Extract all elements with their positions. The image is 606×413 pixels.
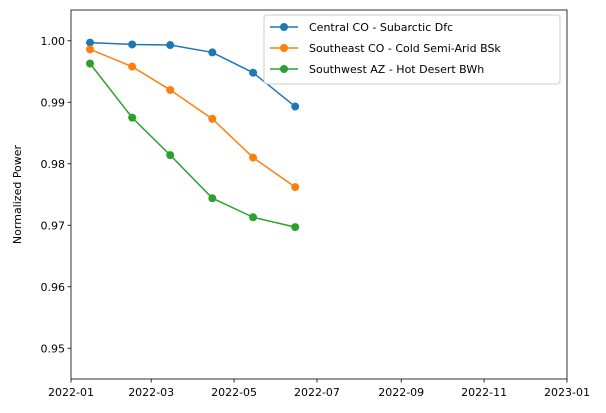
series-layer bbox=[86, 38, 300, 232]
data-point bbox=[249, 68, 258, 77]
data-point bbox=[208, 114, 217, 123]
data-point bbox=[166, 41, 175, 50]
x-tick-label: 2023-01 bbox=[544, 386, 590, 399]
data-point bbox=[291, 102, 300, 111]
x-tick-label: 2022-01 bbox=[48, 386, 94, 399]
x-tick-label: 2022-09 bbox=[378, 386, 424, 399]
plot-frame bbox=[70, 9, 568, 380]
y-tick-label: 0.99 bbox=[41, 96, 66, 109]
data-point bbox=[86, 59, 95, 68]
legend-label: Southeast CO - Cold Semi-Arid BSk bbox=[309, 42, 501, 55]
data-point bbox=[208, 194, 217, 203]
data-point bbox=[166, 85, 175, 94]
legend-swatch-marker bbox=[280, 23, 288, 31]
data-point bbox=[128, 40, 137, 49]
legend-swatch-marker bbox=[280, 44, 288, 52]
y-tick-label: 0.96 bbox=[41, 281, 66, 294]
x-tick-label: 2022-03 bbox=[128, 386, 174, 399]
data-point bbox=[249, 153, 258, 162]
data-point bbox=[291, 223, 300, 232]
series-line-2 bbox=[89, 63, 296, 228]
y-tick-label: 0.98 bbox=[41, 158, 66, 171]
y-tick-label: 0.95 bbox=[41, 342, 66, 355]
y-tick-label: 0.97 bbox=[41, 219, 66, 232]
data-point bbox=[128, 62, 137, 71]
y-tick-label: 1.00 bbox=[41, 35, 66, 48]
legend-label: Central CO - Subarctic Dfc bbox=[309, 21, 453, 34]
x-tick-label: 2022-07 bbox=[294, 386, 340, 399]
legend-box bbox=[263, 14, 561, 85]
legend-swatch-marker bbox=[280, 65, 288, 73]
data-point bbox=[128, 113, 137, 122]
x-tick-label: 2022-05 bbox=[211, 386, 257, 399]
x-tick-label: 2022-11 bbox=[461, 386, 507, 399]
y-axis: 0.95 0.96 0.97 0.98 0.99 1.00 bbox=[41, 35, 71, 355]
data-point bbox=[166, 151, 175, 160]
legend: Central CO - Subarctic Dfc Southeast CO -… bbox=[263, 14, 561, 85]
y-axis-label: Normalized Power bbox=[11, 144, 24, 244]
data-point bbox=[291, 183, 300, 192]
series-line-1 bbox=[89, 48, 296, 188]
legend-label: Southwest AZ - Hot Desert BWh bbox=[309, 63, 484, 76]
series-line-0 bbox=[89, 41, 296, 108]
legend-items: Central CO - Subarctic Dfc Southeast CO -… bbox=[270, 21, 501, 76]
x-axis: 2022-01 2022-03 2022-05 2022-07 2022-09 2022-… bbox=[48, 379, 590, 399]
data-point bbox=[86, 45, 95, 54]
data-point bbox=[86, 38, 95, 47]
data-point bbox=[249, 213, 258, 222]
data-point bbox=[208, 48, 217, 57]
